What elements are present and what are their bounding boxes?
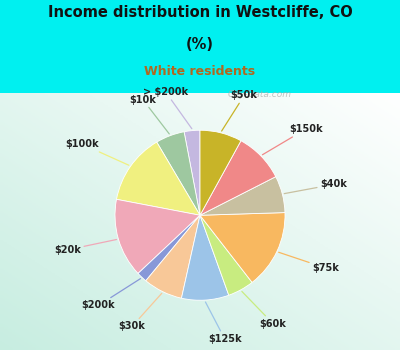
Wedge shape (200, 141, 276, 215)
Wedge shape (200, 212, 285, 282)
Text: $125k: $125k (206, 302, 241, 344)
Text: > $200k: > $200k (143, 87, 192, 129)
Text: $20k: $20k (54, 239, 116, 255)
Wedge shape (184, 130, 200, 215)
Wedge shape (200, 177, 285, 215)
Text: $40k: $40k (284, 180, 347, 194)
Text: City-Data.com: City-Data.com (228, 90, 292, 99)
Text: White residents: White residents (144, 65, 256, 78)
Wedge shape (116, 142, 200, 215)
Wedge shape (182, 215, 229, 300)
Text: $100k: $100k (65, 139, 129, 165)
Wedge shape (115, 199, 200, 273)
Wedge shape (146, 215, 200, 298)
Wedge shape (157, 132, 200, 215)
Text: Income distribution in Westcliffe, CO: Income distribution in Westcliffe, CO (48, 5, 352, 20)
Wedge shape (200, 130, 241, 215)
Text: $50k: $50k (222, 91, 258, 131)
Text: $30k: $30k (119, 293, 162, 331)
Text: $60k: $60k (242, 292, 286, 329)
Text: $200k: $200k (82, 279, 140, 310)
Text: $75k: $75k (279, 252, 339, 273)
Wedge shape (138, 215, 200, 281)
Wedge shape (200, 215, 252, 295)
Text: $150k: $150k (262, 124, 322, 155)
Text: $10k: $10k (130, 94, 169, 134)
Text: (%): (%) (186, 37, 214, 52)
